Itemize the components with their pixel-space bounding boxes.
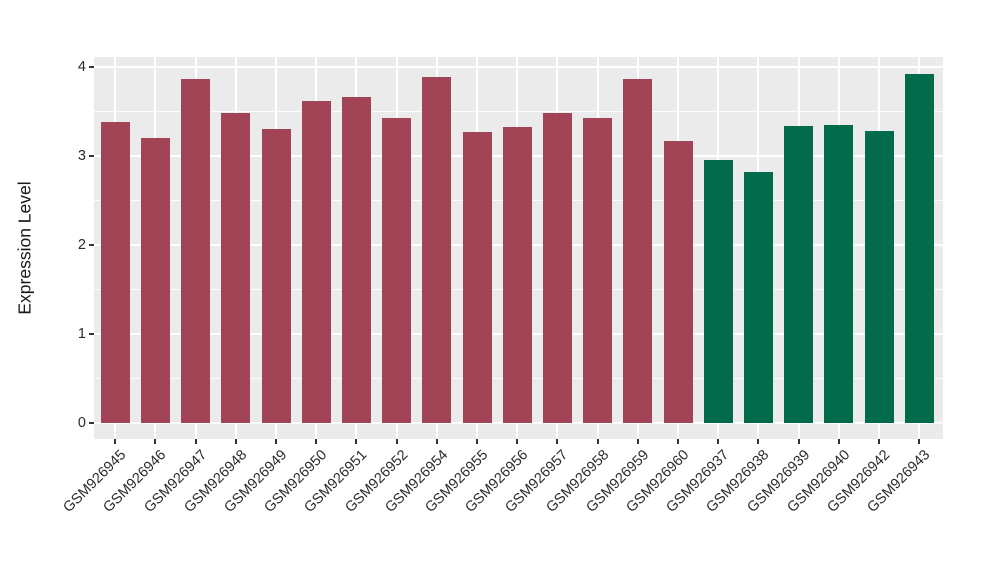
bar-GSM926943 <box>904 74 934 423</box>
y-axis-tick <box>89 422 94 424</box>
bar-GSM926955 <box>462 131 492 423</box>
x-axis-tick <box>636 439 639 444</box>
y-axis-tick <box>89 155 94 157</box>
bar-GSM926938 <box>743 172 773 423</box>
x-axis-tick <box>395 439 398 444</box>
x-axis-tick <box>355 439 358 444</box>
y-axis-tick <box>89 333 94 335</box>
y-axis-title: Expression Level <box>14 181 35 315</box>
bar-GSM926952 <box>382 117 412 423</box>
x-axis-tick <box>677 439 679 444</box>
y-axis-tick <box>89 244 94 246</box>
bar-GSM926954 <box>422 76 452 423</box>
y-axis-tick <box>89 66 94 68</box>
y-tick-label: 0 <box>77 415 86 431</box>
x-axis-tick <box>194 439 197 444</box>
bar-GSM926957 <box>542 113 572 423</box>
x-axis-tick <box>435 439 438 444</box>
bar-GSM926960 <box>663 140 693 423</box>
bar-GSM926937 <box>703 160 733 423</box>
gridline-major-horizontal <box>94 66 943 68</box>
bar-GSM926947 <box>181 79 211 423</box>
x-axis-tick <box>154 439 157 444</box>
x-axis-tick <box>596 439 599 444</box>
y-tick-label: 4 <box>77 59 86 75</box>
bar-GSM926940 <box>824 124 854 423</box>
bar-GSM926939 <box>784 125 814 423</box>
x-axis-tick <box>114 439 117 444</box>
x-axis-tick <box>797 439 800 444</box>
x-axis-tick <box>878 439 880 444</box>
bar-GSM926945 <box>100 122 130 423</box>
bar-GSM926959 <box>623 78 653 423</box>
y-tick-label: 2 <box>77 237 86 253</box>
y-tick-label: 1 <box>77 326 86 342</box>
x-axis-tick <box>234 439 237 444</box>
x-axis-tick <box>516 439 519 444</box>
bar-GSM926958 <box>583 117 613 423</box>
bar-GSM926949 <box>261 129 291 423</box>
x-axis-tick <box>717 439 720 444</box>
x-axis-tick <box>556 439 559 444</box>
x-axis-tick <box>315 439 318 444</box>
x-axis-tick <box>476 439 478 444</box>
bar-GSM926950 <box>301 100 331 423</box>
chart-panel <box>94 57 943 439</box>
bar-GSM926948 <box>221 113 251 423</box>
gridline-minor-horizontal <box>94 111 943 112</box>
bar-GSM926956 <box>502 126 532 423</box>
y-tick-label: 3 <box>77 148 86 164</box>
gridline-major-horizontal <box>94 422 943 424</box>
bar-GSM926942 <box>864 131 894 423</box>
x-axis-tick <box>837 439 840 444</box>
bar-GSM926946 <box>140 138 170 423</box>
x-axis-tick <box>757 439 760 444</box>
bar-GSM926951 <box>341 97 371 423</box>
x-axis-tick <box>275 439 277 444</box>
x-axis-tick <box>918 439 921 444</box>
